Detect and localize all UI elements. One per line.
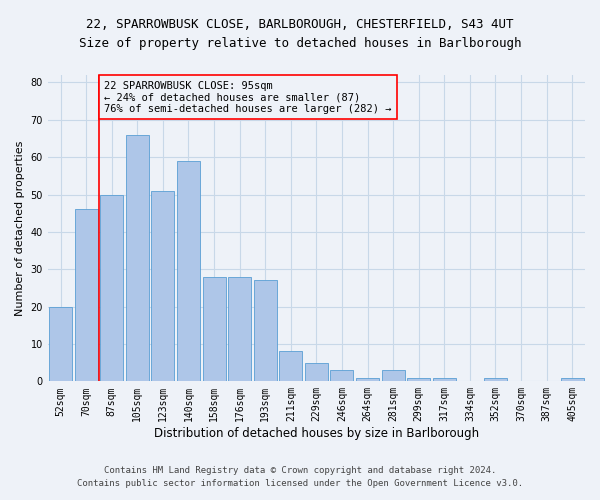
Bar (203, 276, 226, 382)
Bar (433, 378, 456, 382)
Bar (49, 306, 72, 382)
Bar (331, 370, 353, 382)
Bar (100, 194, 123, 382)
Bar (177, 161, 200, 382)
Y-axis label: Number of detached properties: Number of detached properties (15, 140, 25, 316)
Text: 22, SPARROWBUSK CLOSE, BARLBOROUGH, CHESTERFIELD, S43 4UT: 22, SPARROWBUSK CLOSE, BARLBOROUGH, CHES… (86, 18, 514, 30)
Bar (228, 276, 251, 382)
Bar (560, 378, 584, 382)
Bar (151, 191, 175, 382)
Text: Size of property relative to detached houses in Barlborough: Size of property relative to detached ho… (79, 38, 521, 51)
Bar (305, 362, 328, 382)
Text: Contains HM Land Registry data © Crown copyright and database right 2024.
Contai: Contains HM Land Registry data © Crown c… (77, 466, 523, 487)
Text: 22 SPARROWBUSK CLOSE: 95sqm
← 24% of detached houses are smaller (87)
76% of sem: 22 SPARROWBUSK CLOSE: 95sqm ← 24% of det… (104, 80, 392, 114)
Bar (484, 378, 507, 382)
Bar (407, 378, 430, 382)
Bar (356, 378, 379, 382)
Bar (280, 352, 302, 382)
Bar (382, 370, 404, 382)
X-axis label: Distribution of detached houses by size in Barlborough: Distribution of detached houses by size … (154, 427, 479, 440)
Bar (126, 135, 149, 382)
Bar (254, 280, 277, 382)
Bar (74, 210, 98, 382)
